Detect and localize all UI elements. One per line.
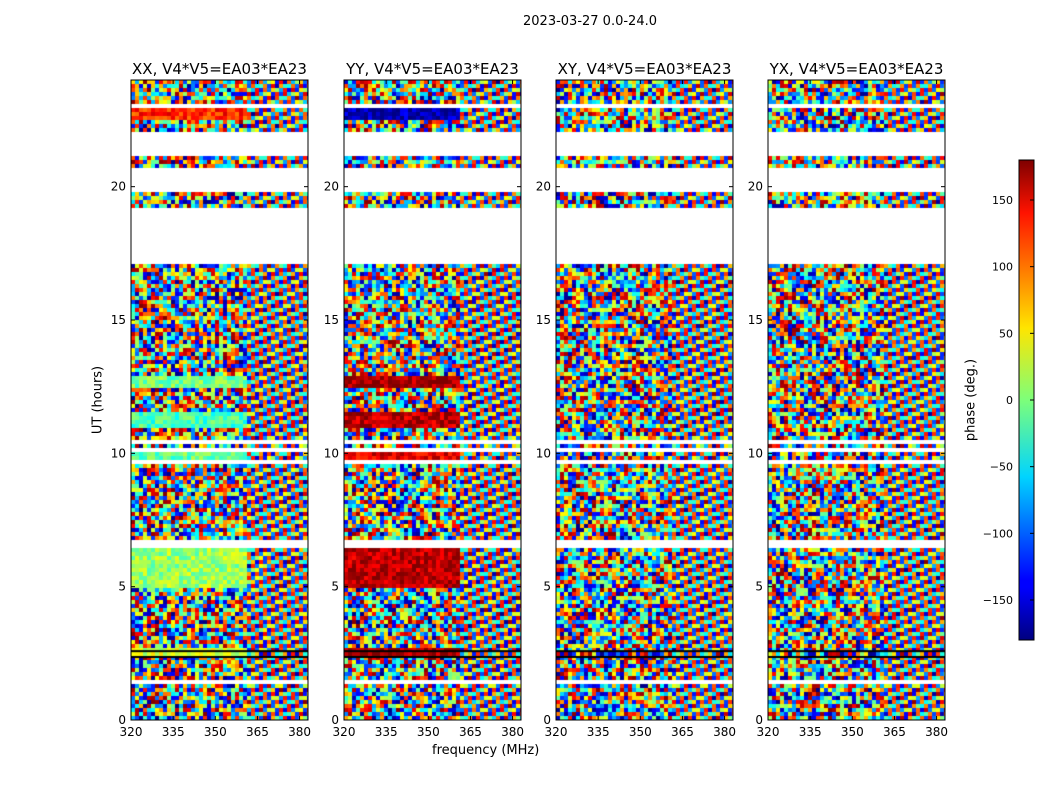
colorbar-tick-label: 150	[992, 194, 1013, 207]
y-tick-label: 20	[748, 180, 763, 194]
phase-heatmap	[344, 80, 521, 720]
x-tick-label: 335	[375, 725, 398, 739]
panel-xy: XY, V4*V5=EA03*EA23 320 335 350 365 380 0 5 10 15…	[536, 60, 736, 739]
panel-xx: XX, V4*V5=EA03*EA23 320 335 350 365 380 0 5 10 15…	[111, 60, 311, 739]
phase-heatmap	[131, 80, 308, 720]
colorbar-tick-label: 50	[999, 327, 1013, 340]
y-tick-label: 5	[755, 580, 763, 594]
y-tick-label: 15	[748, 313, 763, 327]
panel-title: XY, V4*V5=EA03*EA23	[558, 60, 732, 78]
y-tick-label: 0	[543, 713, 551, 727]
x-tick-label: 380	[925, 725, 948, 739]
x-tick-label: 380	[713, 725, 736, 739]
y-axis-label: UT (hours)	[90, 365, 106, 435]
y-tick-label: 0	[118, 713, 126, 727]
x-tick-label: 365	[246, 725, 269, 739]
y-tick-label: 20	[324, 180, 339, 194]
y-tick-label: 15	[324, 313, 339, 327]
panel-yy: YY, V4*V5=EA03*EA23 320 335 350 365 380 0 5 10 15…	[324, 60, 524, 739]
x-axis-label: frequency (MHz)	[432, 743, 540, 758]
x-tick-label: 335	[799, 725, 822, 739]
panel-title: YX, V4*V5=EA03*EA23	[769, 60, 944, 78]
panel-title: XX, V4*V5=EA03*EA23	[132, 60, 307, 78]
y-tick-label: 10	[111, 446, 126, 460]
y-tick-label: 15	[536, 313, 551, 327]
x-tick-label: 380	[501, 725, 524, 739]
panel-yx: YX, V4*V5=EA03*EA23 320 335 350 365 380 0 5 10 15…	[748, 60, 948, 739]
figure-title: 2023-03-27 0.0-24.0	[523, 14, 657, 29]
y-tick-label: 15	[111, 313, 126, 327]
x-tick-label: 320	[545, 725, 568, 739]
x-tick-label: 365	[459, 725, 482, 739]
x-tick-label: 320	[120, 725, 143, 739]
panel-frame	[555, 79, 734, 721]
x-tick-label: 335	[587, 725, 610, 739]
phase-heatmap	[768, 80, 945, 720]
panel-frame	[343, 79, 522, 721]
x-tick-label: 350	[629, 725, 652, 739]
x-tick-label: 365	[883, 725, 906, 739]
x-tick-label: 350	[417, 725, 440, 739]
colorbar: 150 100 50 0 −50 −100 −150	[983, 159, 1035, 641]
x-tick-label: 320	[757, 725, 780, 739]
panel-frame	[767, 79, 946, 721]
y-tick-label: 0	[331, 713, 339, 727]
y-tick-label: 20	[111, 180, 126, 194]
y-tick-label: 20	[536, 180, 551, 194]
x-tick-label: 335	[162, 725, 185, 739]
y-tick-label: 10	[324, 446, 339, 460]
y-tick-label: 5	[331, 580, 339, 594]
colorbar-label: phase (deg.)	[963, 358, 979, 442]
x-tick-label: 350	[204, 725, 227, 739]
y-tick-label: 5	[543, 580, 551, 594]
panels-group: XX, V4*V5=EA03*EA23 320 335 350 365 380 0 5 10 15…	[111, 60, 948, 739]
x-tick-label: 380	[288, 725, 311, 739]
y-tick-label: 10	[536, 446, 551, 460]
colorbar-tick-label: −50	[990, 461, 1013, 474]
colorbar-tick-label: −100	[983, 527, 1013, 540]
y-tick-label: 0	[755, 713, 763, 727]
x-tick-label: 320	[333, 725, 356, 739]
colorbar-tick-label: 100	[992, 261, 1013, 274]
panel-frame	[130, 79, 309, 721]
phase-heatmap	[556, 80, 733, 720]
colorbar-tick-label: 0	[1006, 394, 1013, 407]
y-tick-label: 5	[118, 580, 126, 594]
colorbar-tick-label: −150	[983, 594, 1013, 607]
x-tick-label: 365	[671, 725, 694, 739]
panel-title: YY, V4*V5=EA03*EA23	[345, 60, 519, 78]
x-tick-label: 350	[841, 725, 864, 739]
y-tick-label: 10	[748, 446, 763, 460]
